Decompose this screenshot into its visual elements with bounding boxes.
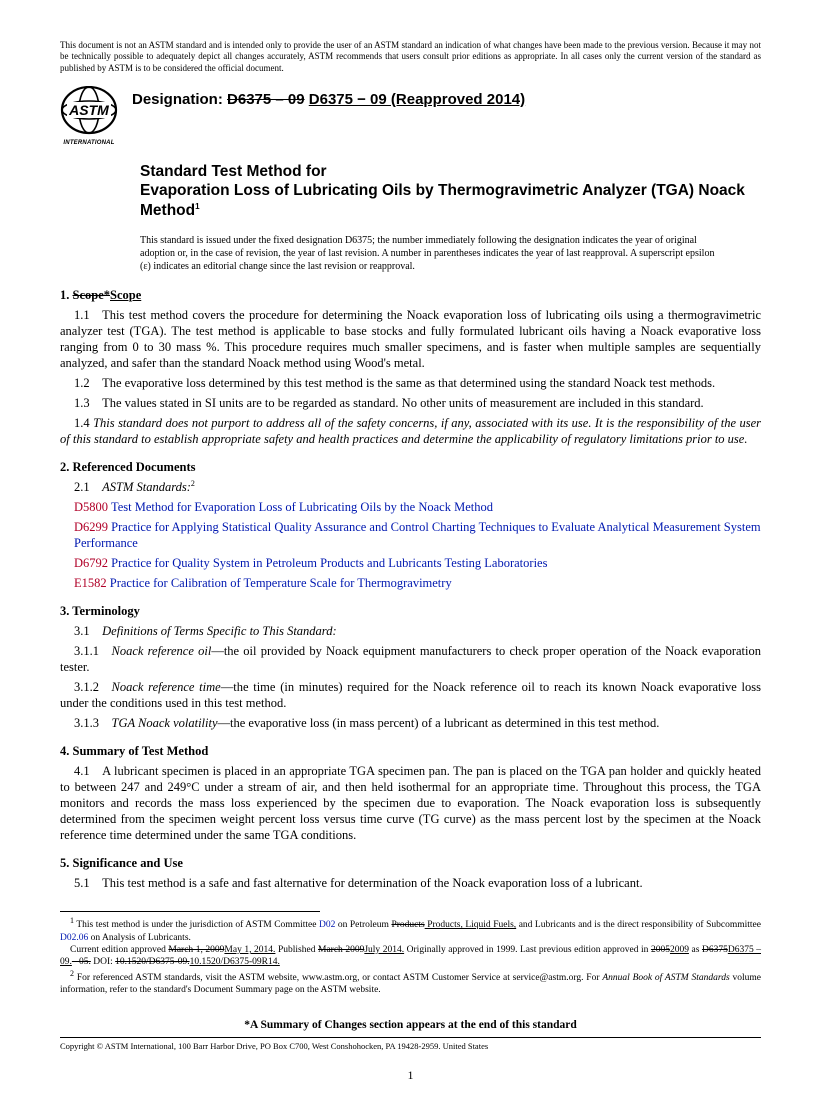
para-1-1: 1.1 This test method covers the procedur… <box>60 307 761 371</box>
para-3-1-3: 3.1.3 TGA Noack volatility—the evaporati… <box>60 715 761 731</box>
page-container: This document is not an ASTM standard an… <box>0 0 816 1113</box>
para-1-2: 1.2 The evaporative loss determined by t… <box>60 375 761 391</box>
designation-new: D6375 − 09 (Reapproved 2014) <box>309 91 525 108</box>
para-1-4: 1.4 This standard does not purport to ad… <box>60 415 761 447</box>
ref-e1582: E1582 Practice for Calibration of Temper… <box>74 575 761 591</box>
sec5-heading: 5. Significance and Use <box>60 855 761 871</box>
para-1-3: 1.3 The values stated in SI units are to… <box>60 395 761 411</box>
footnote-body: 1 This test method is under the jurisdic… <box>60 916 761 996</box>
title-line1: Standard Test Method for <box>140 162 761 181</box>
title-block: Standard Test Method for Evaporation Los… <box>140 162 761 220</box>
copyright: Copyright © ASTM International, 100 Barr… <box>60 1037 761 1052</box>
logo-subtext: INTERNATIONAL <box>60 140 118 148</box>
disclaimer-text: This document is not an ASTM standard an… <box>60 40 761 74</box>
svg-text:ASTM: ASTM <box>68 102 109 118</box>
ref-d5800: D5800 Test Method for Evaporation Loss o… <box>74 499 761 515</box>
para-3-1: 3.1 Definitions of Terms Specific to Thi… <box>60 623 761 639</box>
designation: Designation: D6375 – 09 D6375 − 09 (Reap… <box>132 90 525 109</box>
para-5-1: 5.1 This test method is a safe and fast … <box>60 875 761 891</box>
para-4-1: 4.1 A lubricant specimen is placed in an… <box>60 763 761 843</box>
sec2-heading: 2. Referenced Documents <box>60 459 761 475</box>
scope-heading: 1. Scope*Scope <box>60 287 761 303</box>
summary-changes-note: *A Summary of Changes section appears at… <box>60 1018 761 1033</box>
sec3-heading: 3. Terminology <box>60 603 761 619</box>
title-note: This standard is issued under the fixed … <box>140 234 761 273</box>
ref-d6299: D6299 Practice for Applying Statistical … <box>74 519 761 551</box>
para-3-1-1: 3.1.1 Noack reference oil—the oil provid… <box>60 643 761 675</box>
para-2-1: 2.1 ASTM Standards:2 <box>60 479 761 495</box>
designation-label: Designation: <box>132 91 227 108</box>
sec4-heading: 4. Summary of Test Method <box>60 743 761 759</box>
para-3-1-2: 3.1.2 Noack reference time—the time (in … <box>60 679 761 711</box>
astm-logo: ASTM INTERNATIONAL <box>60 86 118 140</box>
title-line2: Evaporation Loss of Lubricating Oils by … <box>140 181 761 220</box>
header-row: ASTM INTERNATIONAL Designation: D6375 – … <box>60 86 761 140</box>
designation-old: D6375 – 09 <box>227 91 305 108</box>
ref-d6792: D6792 Practice for Quality System in Pet… <box>74 555 761 571</box>
page-number: 1 <box>60 1068 761 1083</box>
